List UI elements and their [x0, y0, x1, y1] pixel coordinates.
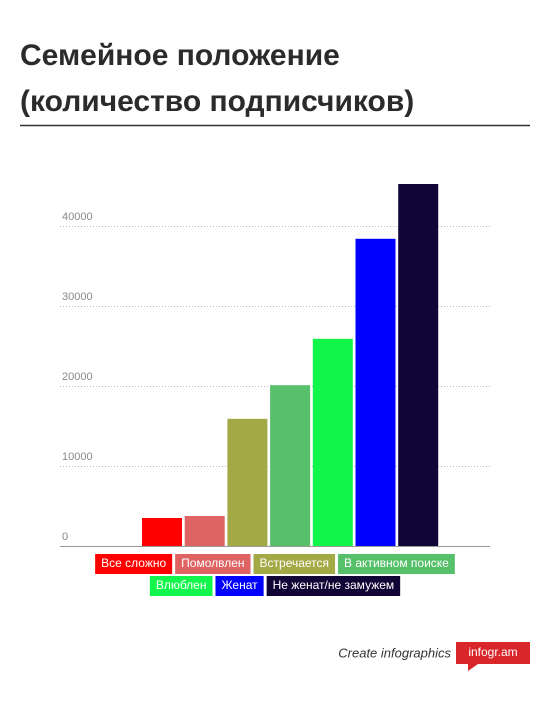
- legend-swatch: [253, 554, 336, 574]
- legend-swatch: [215, 576, 264, 596]
- legend-label: Помолвлен: [181, 556, 244, 570]
- legend-label: Женат: [221, 578, 258, 592]
- bar: [227, 418, 268, 546]
- legend-label: Все сложно: [101, 556, 166, 570]
- bar: [312, 338, 353, 546]
- footer-badge: [456, 642, 530, 671]
- footer-text: Create infographics: [338, 645, 451, 660]
- chart-title: (количество подписчиков): [20, 85, 414, 118]
- y-tick-label: 40000: [62, 211, 93, 223]
- legend-label: Встречается: [260, 556, 330, 570]
- y-tick-label: 30000: [62, 291, 93, 303]
- bar: [355, 238, 396, 547]
- y-tick-label: 0: [62, 531, 68, 543]
- legend: Все сложно Помолвлен Встречается В активном…: [95, 554, 455, 596]
- footer-logo: infogr.am: [468, 645, 517, 659]
- bar: [270, 385, 311, 546]
- legend-swatch: [338, 554, 455, 574]
- legend-swatch: [266, 576, 401, 596]
- legend-swatch: [95, 554, 173, 574]
- legend-label: В активном поиске: [344, 556, 449, 570]
- y-tick-label: 10000: [62, 451, 93, 463]
- legend-swatch: [149, 576, 213, 596]
- chart-title: Семейное положение: [20, 39, 340, 72]
- bar: [398, 184, 439, 546]
- y-tick-label: 20000: [62, 371, 93, 383]
- bar: [142, 518, 182, 546]
- bar: [184, 516, 225, 546]
- legend-label: Влюблен: [156, 578, 207, 592]
- legend-label: Не женат/не замужем: [273, 578, 395, 592]
- legend-swatch: [175, 554, 251, 574]
